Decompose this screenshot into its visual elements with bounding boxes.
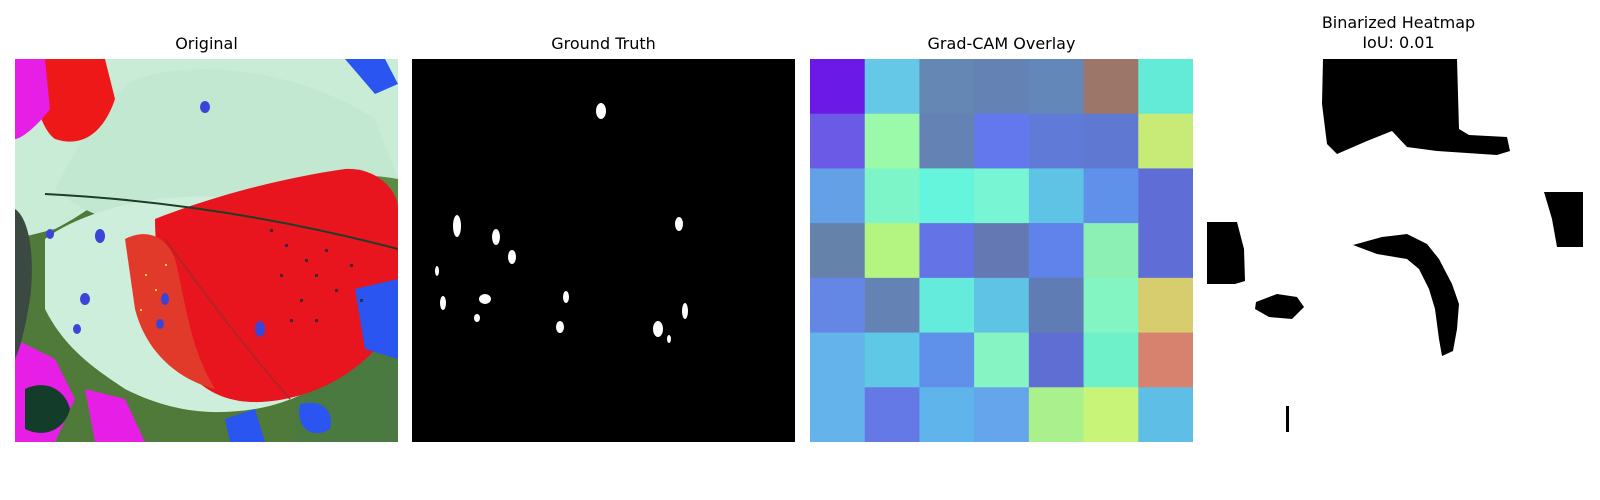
gradcam-cell-4-0 [810,277,866,334]
gradcam-cell-1-3 [974,113,1030,169]
original-title: Original [175,34,238,53]
gradcam-cell-2-2 [919,168,975,224]
gradcam-cell-1-0 [810,113,866,169]
gradcam-cell-6-2 [919,387,975,442]
gradcam-cell-6-5 [1083,387,1139,442]
gradcam-cell-4-3 [974,277,1030,334]
gradcam-cell-0-1 [864,59,920,115]
gradcam-cell-6-3 [974,387,1030,442]
gradcam-cell-0-6 [1138,59,1193,115]
gradcam-cell-3-5 [1083,223,1139,279]
gradcam-cell-6-4 [1028,387,1085,442]
gradcam-cell-4-1 [864,277,920,334]
gradcam-cell-2-5 [1083,168,1139,224]
gradcam-cell-3-4 [1028,223,1085,279]
gradcam-cell-3-0 [810,223,866,279]
binarized-heatmap-title: Binarized Heatmap IoU: 0.01 [1207,13,1590,53]
ground-truth-title: Ground Truth [551,34,656,53]
gradcam-cell-0-2 [919,59,975,115]
gradcam-cell-4-6 [1138,277,1193,334]
binarized-heatmap [1207,59,1590,442]
gradcam-cell-0-4 [1028,59,1085,115]
gradcam-cell-4-5 [1083,277,1139,334]
mask-image [412,59,795,442]
gradcam-cell-0-0 [810,59,866,115]
gradcam-heatmap [810,59,1193,442]
ground-truth-mask [412,59,795,442]
gradcam-overlay [810,59,1193,442]
gradcam-cell-2-6 [1138,168,1193,224]
gradcam-cell-2-3 [974,168,1030,224]
gradcam-cell-5-6 [1138,332,1193,388]
gradcam-cell-1-6 [1138,113,1193,169]
gradcam-cell-6-1 [864,387,920,442]
original-image [15,59,398,442]
binarized-heatmap-title-text: Binarized Heatmap [1321,13,1476,32]
gradcam-cell-2-4 [1028,168,1085,224]
gradcam-cell-3-6 [1138,223,1193,279]
gradcam-cell-2-1 [864,168,920,224]
gradcam-cell-6-6 [1138,387,1193,442]
iou-score: IoU: 0.01 [1362,33,1435,52]
gradcam-cell-0-3 [974,59,1030,115]
gradcam-cell-6-0 [810,387,866,442]
gradcam-cell-5-3 [974,332,1030,388]
gradcam-cell-4-4 [1028,277,1085,334]
gradcam-cell-1-1 [864,113,920,169]
gradcam-cell-1-5 [1083,113,1139,169]
gradcam-cell-2-0 [810,168,866,224]
gradcam-cell-3-1 [864,223,920,279]
gradcam-cell-1-2 [919,113,975,169]
binary-mask-image [1207,59,1590,442]
gradcam-cell-5-2 [919,332,975,388]
gradcam-title: Grad-CAM Overlay [927,34,1076,53]
gradcam-cell-3-2 [919,223,975,279]
gradcam-cell-1-4 [1028,113,1085,169]
gradcam-cell-5-0 [810,332,866,388]
gradcam-cell-5-5 [1083,332,1139,388]
gradcam-cell-5-1 [864,332,920,388]
gradcam-cell-0-5 [1083,59,1139,115]
gradcam-cell-4-2 [919,277,975,334]
gradcam-cell-3-3 [974,223,1030,279]
leaf-image [15,59,398,442]
gradcam-cell-5-4 [1028,332,1085,388]
